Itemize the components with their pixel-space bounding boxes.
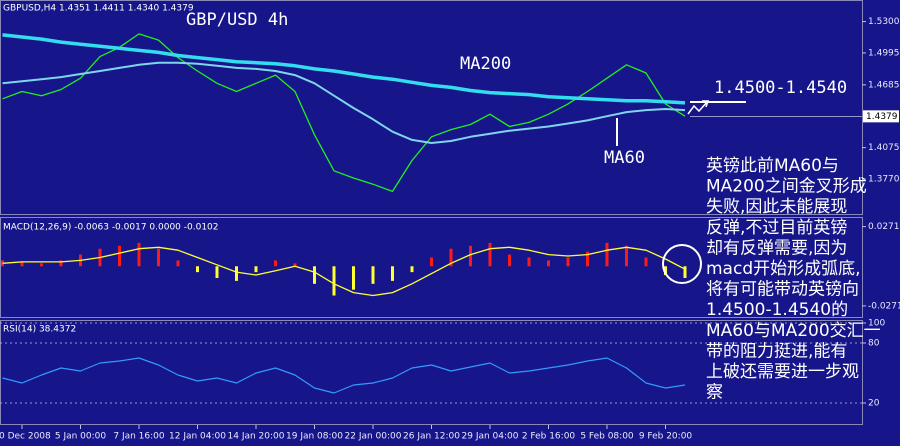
price-header: GBPUSD,H4 1.4351 1.4411 1.4340 1.4379 [3,4,194,14]
macd-bar [469,245,472,267]
macd-bar [644,257,648,267]
macd-bar [20,261,24,267]
note-line: 将有可能带动英镑向 [706,280,859,300]
macd-bar [683,266,687,278]
last-price-label: 1.4379 [866,112,898,122]
macd-bar [605,242,609,267]
x-tick-label: 2 Feb 16:00 [522,432,576,442]
ma200-label: MA200 [460,54,511,74]
macd-panel [0,217,863,318]
target-arrowhead [702,100,710,108]
macd-bar [430,257,433,267]
macd-bar [254,266,258,273]
x-tick-label: 26 Jan 12:00 [403,432,460,442]
y-tick-label: 1.4075 [868,143,900,153]
macd-bar [449,248,453,267]
target-label: 1.4500-1.4540 [714,78,847,98]
macd-bar [157,248,160,267]
macd-bar [59,260,63,267]
macd-header: MACD(12,26,9) -0.0063 -0.0017 0.0000 -0.… [3,223,219,233]
note-line: 带的阻力挺进,能有 [706,341,847,361]
x-tick-label: 19 Jan 08:00 [286,432,343,442]
macd-bar [371,266,375,284]
x-tick-label: 14 Jan 20:00 [228,432,285,442]
note-line: 英镑此前MA60与 [706,156,839,176]
y-tick-label: 20 [868,399,880,409]
macd-bar [352,266,355,290]
macd-bar [293,263,297,267]
y-tick-label: 100 [868,319,885,329]
y-tick-label: 1.5300 [868,17,900,27]
note-line: 上破还需要进一步观 [706,362,859,382]
y-tick-label: 80 [868,339,880,349]
x-tick-label: 22 Jan 00:00 [345,432,402,442]
y-tick-label: 1.4995 [868,48,900,58]
x-tick-label: 30 Dec 2008 [0,432,51,442]
x-tick-label: 12 Jan 04:00 [169,432,226,442]
x-tick-label: 7 Jan 16:00 [113,432,165,442]
note-line: MA200之间金叉形成 [706,177,867,197]
y-tick-label: 1.3770 [868,175,900,185]
macd-bar [488,242,492,267]
series-line [2,246,686,297]
note-line: 察 [706,383,723,403]
macd-bar [332,266,336,296]
x-tick-label: 5 Jan 00:00 [55,432,107,442]
note-line: macd开始形成弧底, [706,259,861,279]
rsi-panel [0,320,863,425]
macd-bar [137,242,141,267]
macd-bar [176,260,180,267]
last-price-box [863,110,899,123]
macd-bar [274,260,277,267]
x-tick-label: 29 Jan 04:00 [462,432,519,442]
y-tick-label: -0.0271 [868,301,900,311]
y-tick-label: 0.0271 [868,222,900,232]
series-line [2,33,686,105]
macd-bar [313,266,316,284]
series-line [2,61,686,144]
x-tick-label: 9 Feb 20:00 [639,432,693,442]
y-tick-label: 1.4685 [868,80,900,90]
macd-bar [547,260,550,267]
target-arrow [687,100,709,115]
series-line [2,357,686,394]
highlight-circle [662,244,702,284]
macd-bar [40,263,43,267]
macd-bar [118,245,121,267]
macd-bar [664,266,667,276]
note-line: 失败,因此未能展现 [706,197,847,217]
macd-bar [410,266,414,273]
ma60-label: MA60 [604,148,645,168]
macd-bar [196,266,199,273]
chart-title: GBP/USD 4h [186,10,288,30]
note-line: 1.4500-1.4540的 [706,300,848,320]
macd-bar [586,251,589,267]
macd-bar [508,254,511,267]
macd-bar [391,266,394,281]
macd-bar [235,266,238,281]
macd-bar [215,266,219,278]
macd-bar [527,257,531,267]
marks [0,21,866,404]
macd-bar [566,257,570,267]
rsi-header: RSI(14) 38.4372 [3,325,76,335]
macd-bar [625,245,628,267]
macd-bar [1,260,4,267]
price-panel [0,0,863,215]
note-line: 却有反弹需要,因为 [706,238,847,258]
note-line: MA60与MA200交汇一 [706,321,881,341]
x-tick-label: 5 Feb 08:00 [580,432,634,442]
note-line: 反弹,不过目前英镑 [706,218,847,238]
note-block: 英镑此前MA60与MA200之间金叉形成失败,因此未能展现反弹,不过目前英镑却有… [706,156,881,403]
